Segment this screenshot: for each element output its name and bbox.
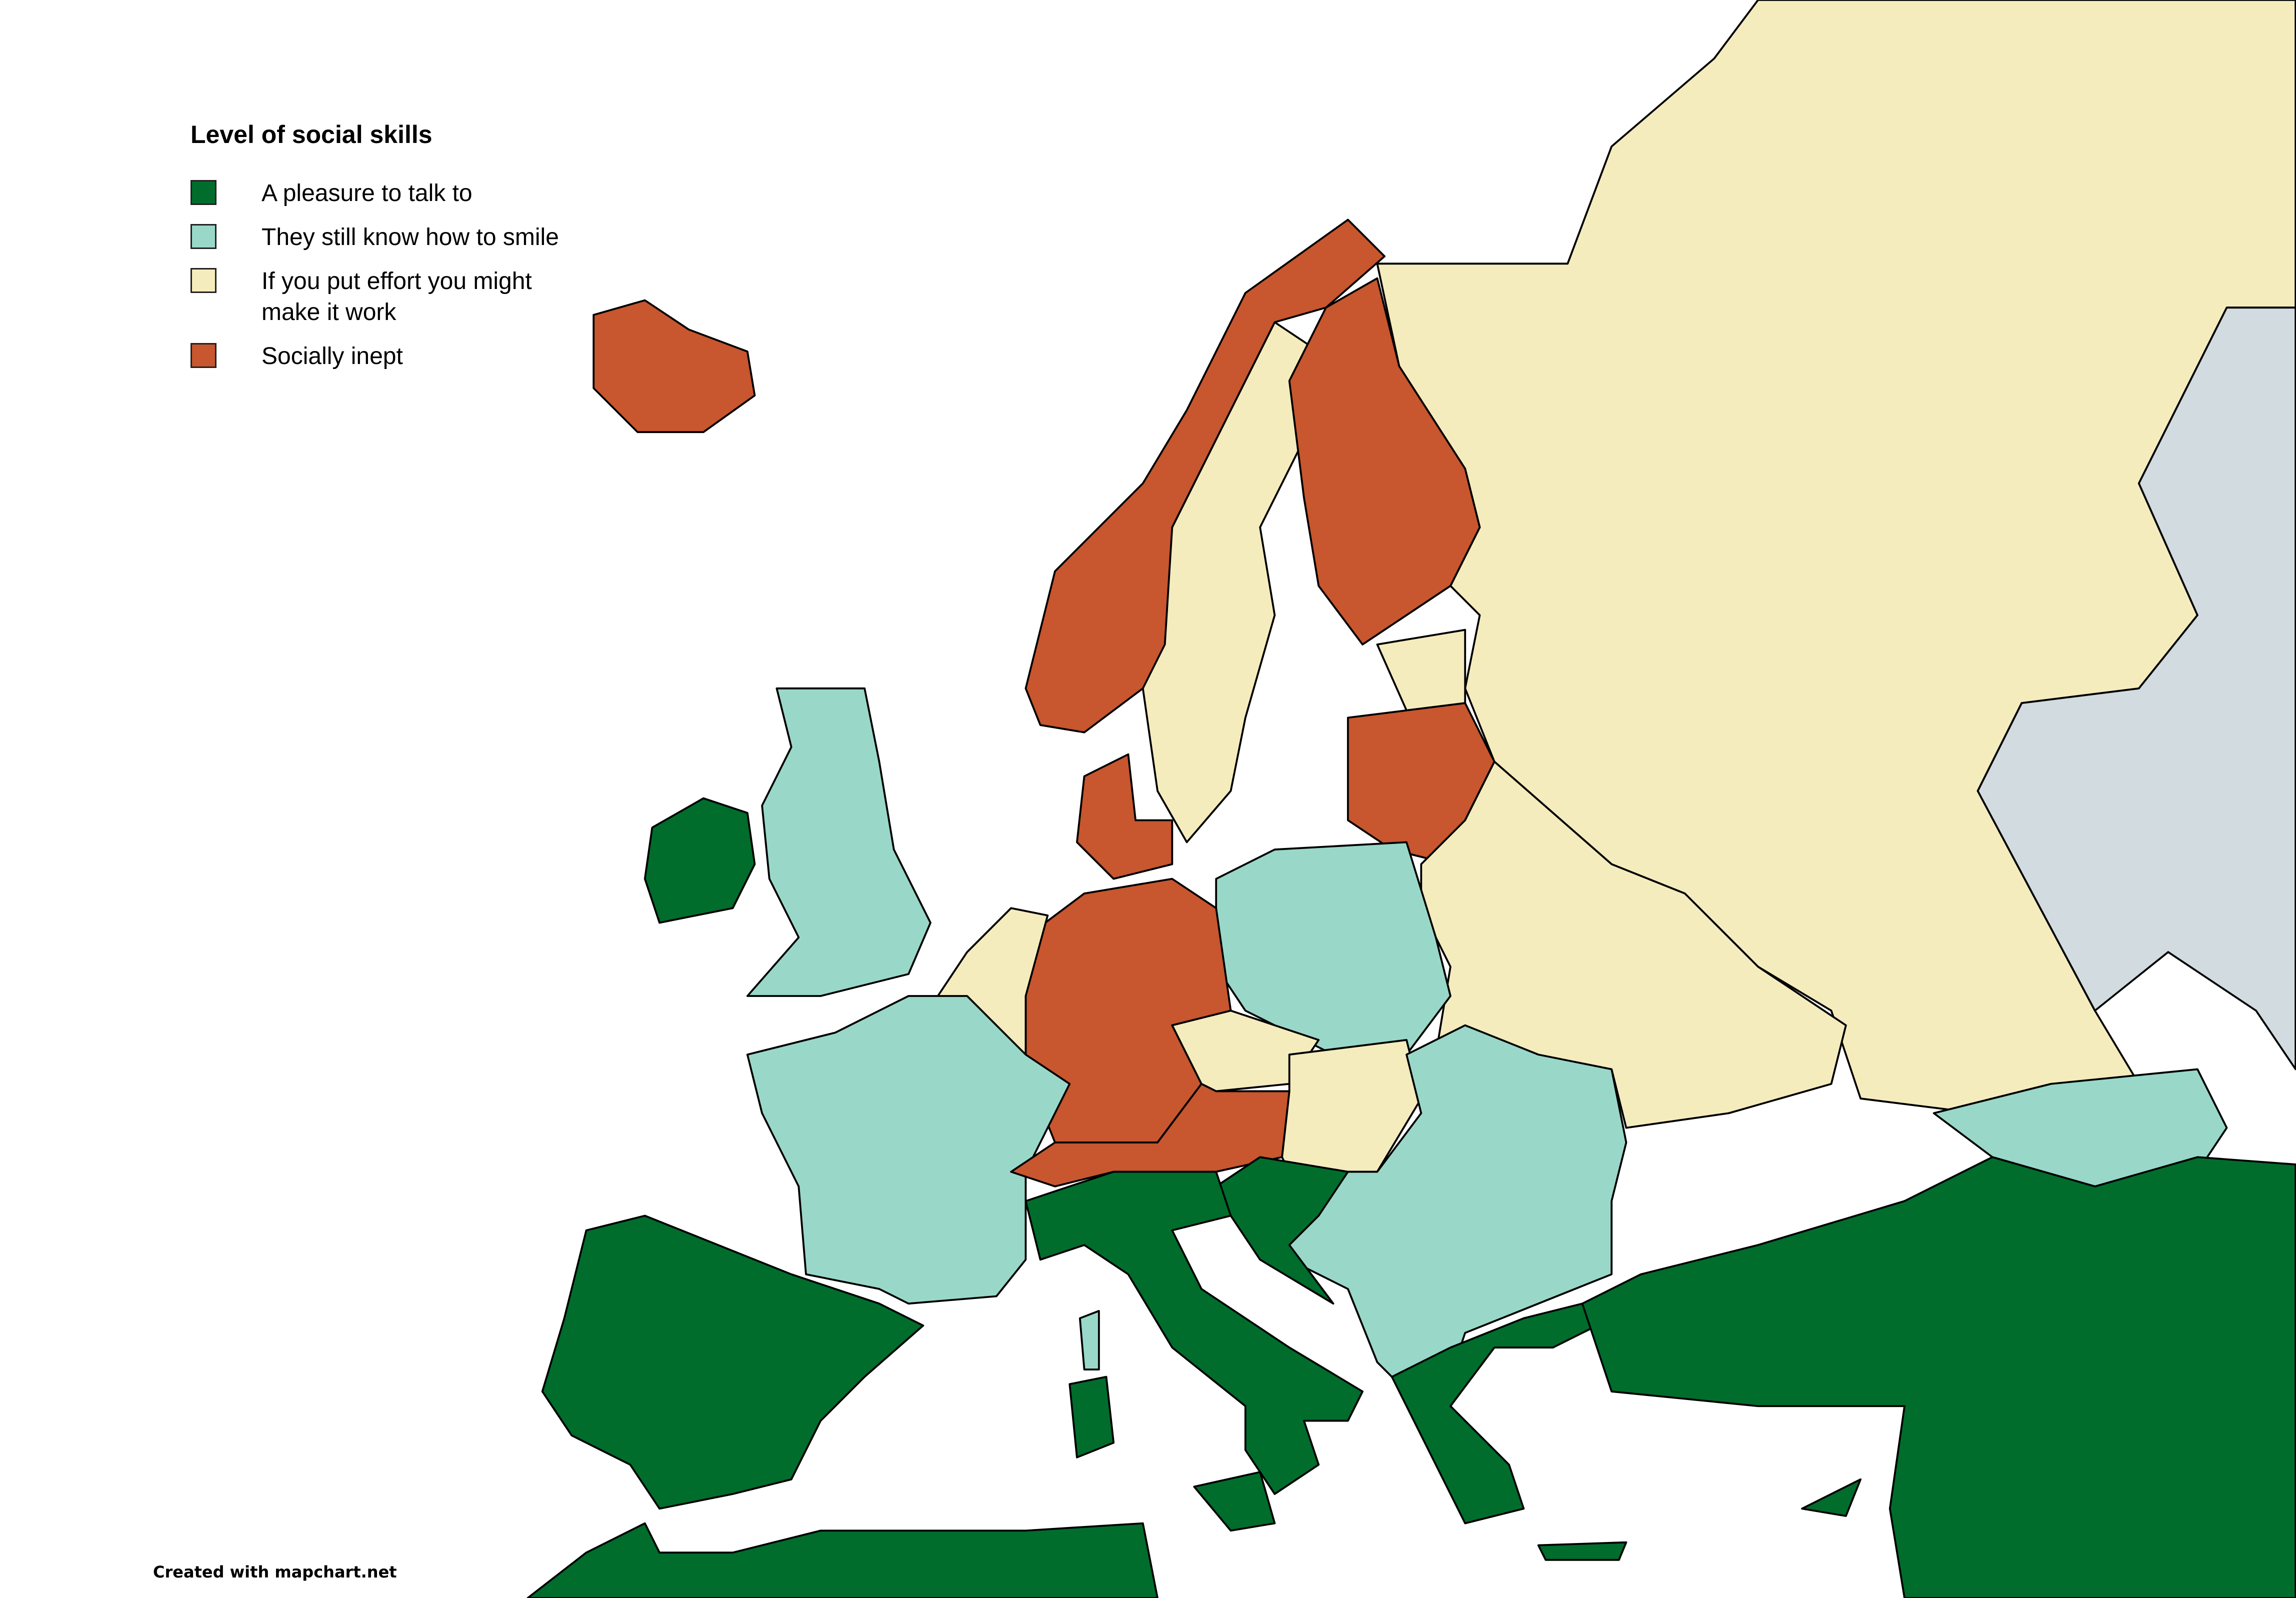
legend-label: A pleasure to talk to [262, 180, 472, 206]
region-denmark [1076, 753, 1174, 880]
region-switzerland-austria [1010, 1082, 1290, 1188]
region-sardinia [1068, 1376, 1115, 1458]
region-corsica [1078, 1310, 1100, 1370]
region-norway [1024, 218, 1386, 734]
region-france [746, 995, 1071, 1305]
legend-label: They still know how to smile [262, 224, 559, 250]
region-croatia [1215, 1156, 1349, 1305]
region-balkans [1215, 1024, 1628, 1392]
region-ireland [644, 797, 756, 924]
legend-swatch [190, 268, 216, 293]
region-cyprus [1801, 1478, 1862, 1517]
region-finland [1288, 277, 1481, 646]
region-estonia [1376, 628, 1466, 712]
legend-item: They still know how to smile [190, 222, 572, 253]
region-kazakhstan [1976, 306, 2296, 1070]
region-iberia [541, 1214, 924, 1510]
region-sicily [1193, 1471, 1276, 1532]
region-italy [1024, 1170, 1364, 1495]
region-greece [1390, 1302, 1613, 1524]
legend-item: A pleasure to talk to [190, 178, 572, 209]
legend-label: If you put effort you might make it work [262, 268, 532, 326]
legend-swatch [190, 224, 216, 249]
legend-swatch [190, 343, 216, 368]
region-united-kingdom [746, 687, 932, 997]
footer-credit: Created with mapchart.net [153, 1562, 397, 1582]
legend-swatch [190, 180, 216, 205]
region-poland [1215, 841, 1452, 1056]
region-turkey-middle-east [1581, 1156, 2296, 1598]
legend-label: Socially inept [262, 343, 403, 370]
region-iceland [592, 299, 756, 434]
region-crete [1537, 1541, 1628, 1561]
legend-item: Socially inept [190, 341, 572, 372]
region-belarus-ukraine [1420, 760, 1847, 1129]
region-north-africa [526, 1522, 1158, 1598]
legend-title: Level of social skills [190, 120, 432, 148]
legend: Level of social skills A pleasure to tal… [190, 120, 572, 385]
legend-item: If you put effort you might make it work [190, 266, 572, 328]
